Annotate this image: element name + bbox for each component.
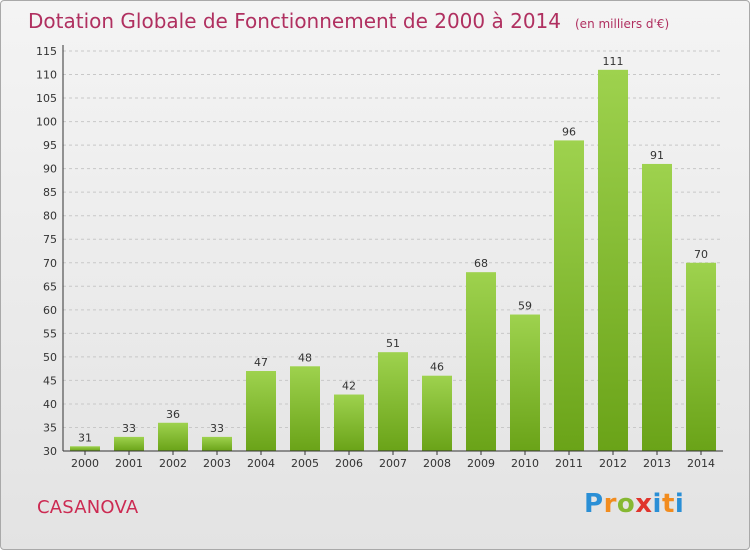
bar-value-label: 96 xyxy=(562,125,576,138)
bar-2000 xyxy=(70,446,100,451)
bar-2003 xyxy=(202,436,232,451)
bar-value-label: 47 xyxy=(254,356,268,369)
x-tick-label: 2005 xyxy=(291,457,319,470)
y-tick-label: 40 xyxy=(43,398,57,411)
x-tick-label: 2013 xyxy=(643,457,671,470)
bar-value-label: 111 xyxy=(603,55,624,68)
bar-value-label: 36 xyxy=(166,408,180,421)
y-tick-label: 115 xyxy=(36,45,57,58)
y-tick-label: 70 xyxy=(43,257,57,270)
x-tick-label: 2011 xyxy=(555,457,583,470)
y-tick-label: 45 xyxy=(43,374,57,387)
x-tick-label: 2000 xyxy=(71,457,99,470)
bar-2009 xyxy=(466,272,496,451)
bar-value-label: 68 xyxy=(474,257,488,270)
x-tick-label: 2009 xyxy=(467,457,495,470)
bar-2011 xyxy=(554,140,584,452)
y-tick-label: 95 xyxy=(43,139,57,152)
bar-2002 xyxy=(158,422,188,451)
y-tick-label: 75 xyxy=(43,233,57,246)
chart-unit: (en milliers d'€) xyxy=(575,17,670,31)
chart-title-text: Dotation Globale de Fonctionnement de 20… xyxy=(28,9,561,33)
bar-value-label: 59 xyxy=(518,300,532,313)
x-axis: 2000 2001 2002 2003 2004 2005 2006 2007 2008 2009… xyxy=(63,450,723,470)
x-tick-label: 2001 xyxy=(115,457,143,470)
y-tick-label: 85 xyxy=(43,186,57,199)
bar-2005 xyxy=(290,366,320,451)
bar-2004 xyxy=(246,371,276,451)
x-tick-label: 2014 xyxy=(687,457,715,470)
y-tick-label: 30 xyxy=(43,445,57,458)
y-tick-label: 90 xyxy=(43,163,57,176)
bar-2013 xyxy=(642,163,672,452)
commune-name: CASANOVA xyxy=(37,497,139,518)
y-tick-label: 100 xyxy=(36,116,57,129)
y-tick-label: 35 xyxy=(43,421,57,434)
bar-value-label: 33 xyxy=(122,422,136,435)
x-tick-label: 2004 xyxy=(247,457,275,470)
bar-2010 xyxy=(510,314,540,451)
bar-2006 xyxy=(334,394,364,451)
y-tick-label: 110 xyxy=(36,69,57,82)
bar-2012 xyxy=(598,69,628,451)
bar-value-label: 51 xyxy=(386,337,400,350)
bar-2008 xyxy=(422,375,452,451)
bar-value-label: 46 xyxy=(430,361,444,374)
y-tick-label: 65 xyxy=(43,280,57,293)
y-tick-label: 55 xyxy=(43,327,57,340)
x-tick-label: 2012 xyxy=(599,457,627,470)
y-tick-label: 60 xyxy=(43,304,57,317)
x-tick-label: 2010 xyxy=(511,457,539,470)
y-tick-label: 50 xyxy=(43,351,57,364)
chart-title: Dotation Globale de Fonctionnement de 20… xyxy=(28,9,669,33)
bar-2001 xyxy=(114,436,144,451)
x-tick-label: 2007 xyxy=(379,457,407,470)
y-tick-label: 80 xyxy=(43,210,57,223)
bar-value-label: 31 xyxy=(78,431,92,444)
bar-value-label: 48 xyxy=(298,351,312,364)
x-tick-label: 2006 xyxy=(335,457,363,470)
y-tick-label: 105 xyxy=(36,92,57,105)
x-tick-label: 2003 xyxy=(203,457,231,470)
bars: 31 33 36 33 47 48 42 51 46 68 59 96 111 91 70 xyxy=(70,55,716,452)
bar-value-label: 91 xyxy=(650,149,664,162)
bar-value-label: 70 xyxy=(694,248,708,261)
x-tick-label: 2008 xyxy=(423,457,451,470)
bar-2007 xyxy=(378,352,408,451)
bar-value-label: 42 xyxy=(342,380,356,393)
x-tick-label: 2002 xyxy=(159,457,187,470)
bar-2014 xyxy=(686,262,716,451)
bar-value-label: 33 xyxy=(210,422,224,435)
y-axis: 30 35 40 45 50 55 60 65 70 75 80 85 90 95 100 105 110 115 xyxy=(36,45,64,458)
proxiti-logo: Proxiti xyxy=(584,489,685,519)
